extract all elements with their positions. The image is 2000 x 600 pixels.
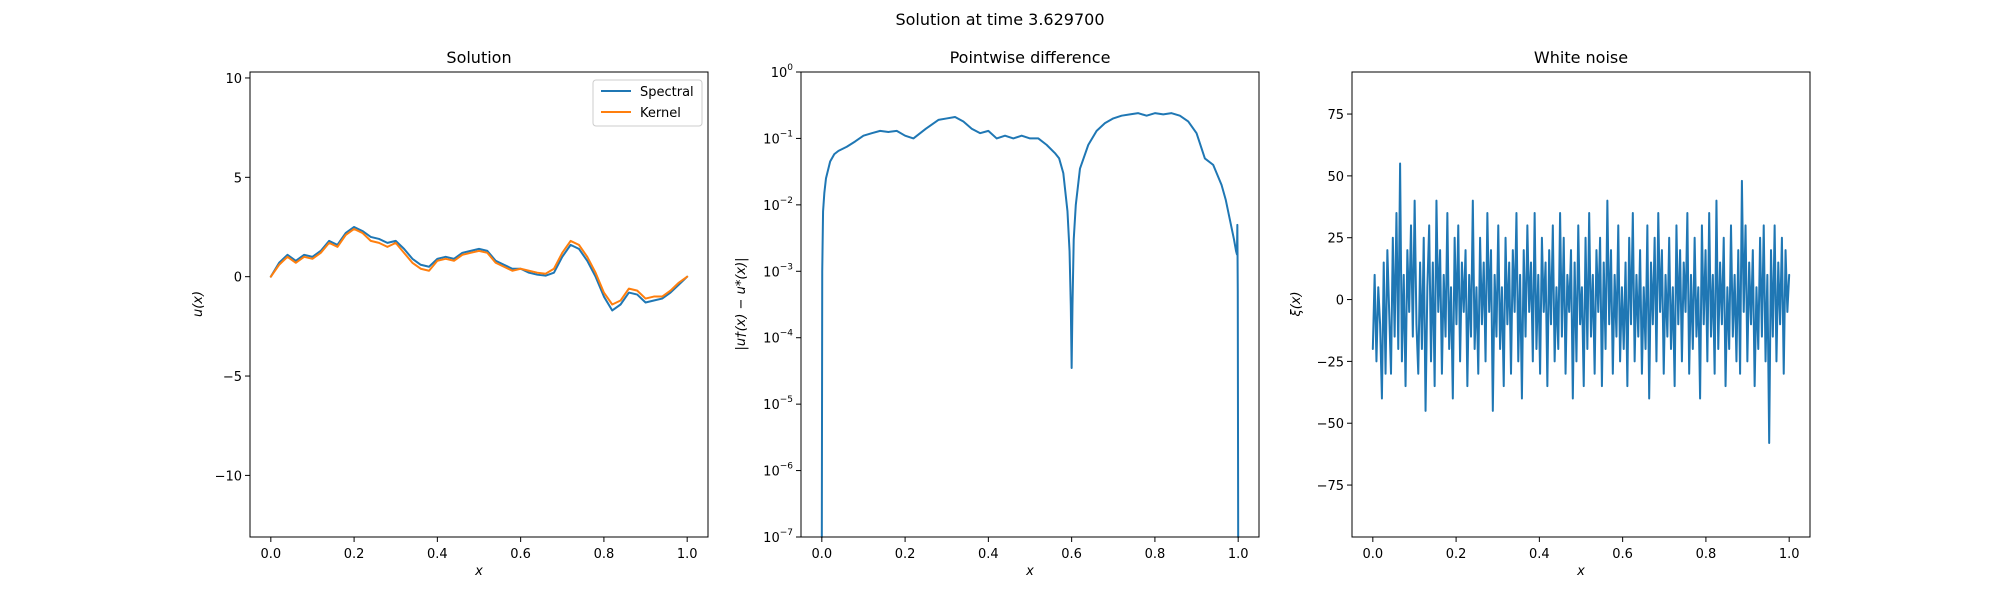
x-tick-label: 1.0 xyxy=(1779,547,1800,562)
solution-yticks: −10 −5 0 5 10 xyxy=(215,72,250,484)
noise-xlabel: x xyxy=(1576,564,1585,579)
y-tick-label: 10−4 xyxy=(763,329,793,347)
difference-ylabel: |u†(x) − u*(x)| xyxy=(734,257,749,350)
x-tick-label: 0.2 xyxy=(1446,547,1467,562)
y-tick-label: 10−3 xyxy=(763,262,793,280)
solution-title: Solution xyxy=(446,48,511,67)
y-tick-label: 10−1 xyxy=(763,129,793,147)
x-tick-label: 0.0 xyxy=(811,547,832,562)
noise-yticks: −75 −50 −25 0 25 50 75 xyxy=(1317,108,1352,494)
noise-axes-frame xyxy=(1351,71,1811,538)
solution-ylabel: u(x) xyxy=(191,291,206,317)
difference-axes-frame xyxy=(800,71,1260,538)
series-line xyxy=(1371,162,1791,445)
x-tick-label: 0.2 xyxy=(895,547,916,562)
x-tick-label: 0.6 xyxy=(1061,547,1082,562)
y-tick-label: 5 xyxy=(234,171,242,186)
y-tick-label: 50 xyxy=(1327,170,1344,185)
legend-label-spectral: Spectral xyxy=(640,85,694,100)
difference-series-layer xyxy=(820,112,1240,538)
x-tick-label: 0.8 xyxy=(594,547,615,562)
x-tick-label: 0.0 xyxy=(1362,547,1383,562)
x-tick-label: 0.4 xyxy=(978,547,999,562)
solution-axes-frame xyxy=(249,71,709,538)
y-tick-label: −5 xyxy=(223,370,242,385)
y-tick-label: 0 xyxy=(1336,294,1344,309)
y-tick-label: 0 xyxy=(234,271,242,286)
x-tick-label: 1.0 xyxy=(677,547,698,562)
x-tick-label: 0.6 xyxy=(1612,547,1633,562)
noise-ylabel: ξ(x) xyxy=(1289,291,1304,317)
y-tick-label: 25 xyxy=(1327,232,1344,247)
noise-panel: White noise 0.0 0.2 0.4 0.6 0.8 1.0 −75 −50 −25… xyxy=(1289,48,1811,579)
x-tick-label: 0.2 xyxy=(344,547,365,562)
noise-series-layer xyxy=(1371,162,1791,445)
y-tick-label: 10−2 xyxy=(763,196,793,214)
y-tick-label: 10−6 xyxy=(763,462,793,480)
difference-xticks: 0.0 0.2 0.4 0.6 0.8 1.0 xyxy=(811,537,1249,562)
y-tick-label: 100 xyxy=(771,63,794,81)
y-tick-label: −50 xyxy=(1317,417,1344,432)
y-tick-label: 10 xyxy=(225,72,242,87)
difference-yticks: 10−7 10−6 10−5 10−4 10−3 10−2 10−1 100 xyxy=(763,63,801,546)
solution-xlabel: x xyxy=(474,564,483,579)
y-tick-label: −75 xyxy=(1317,479,1344,494)
y-tick-label: −10 xyxy=(215,469,242,484)
solution-legend: Spectral Kernel xyxy=(592,79,703,127)
x-tick-label: 0.8 xyxy=(1696,547,1717,562)
series-line xyxy=(820,112,1240,538)
legend-label-kernel: Kernel xyxy=(640,106,681,121)
difference-xlabel: x xyxy=(1025,564,1034,579)
spectral-line xyxy=(269,226,689,312)
figure-suptitle: Solution at time 3.629700 xyxy=(895,10,1104,29)
noise-xticks: 0.0 0.2 0.4 0.6 0.8 1.0 xyxy=(1362,537,1800,562)
x-tick-label: 0.0 xyxy=(260,547,281,562)
noise-title: White noise xyxy=(1534,48,1628,67)
solution-series-layer xyxy=(269,226,689,312)
difference-title: Pointwise difference xyxy=(950,48,1111,67)
x-tick-label: 0.6 xyxy=(510,547,531,562)
x-tick-label: 0.8 xyxy=(1145,547,1166,562)
x-tick-label: 1.0 xyxy=(1228,547,1249,562)
x-tick-label: 0.4 xyxy=(1529,547,1550,562)
solution-xticks: 0.0 0.2 0.4 0.6 0.8 1.0 xyxy=(260,537,698,562)
y-tick-label: −25 xyxy=(1317,355,1344,370)
y-tick-label: 10−5 xyxy=(763,395,793,413)
difference-panel: Pointwise difference 0.0 0.2 0.4 0.6 0.8 1.0 … xyxy=(734,48,1260,579)
x-tick-label: 0.4 xyxy=(427,547,448,562)
kernel-line xyxy=(269,227,689,306)
y-tick-label: 75 xyxy=(1327,108,1344,123)
y-tick-label: 10−7 xyxy=(763,528,793,546)
